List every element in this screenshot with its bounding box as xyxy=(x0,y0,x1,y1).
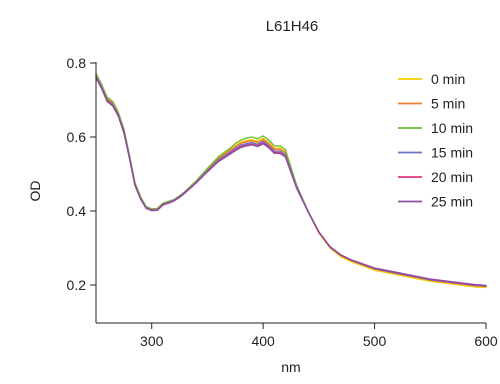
x-tick-label: 500 xyxy=(363,333,387,349)
series-line-0-min xyxy=(95,73,487,289)
y-axis-label: OD xyxy=(27,181,43,202)
y-tick-label: 0.6 xyxy=(67,129,87,145)
legend-label: 5 min xyxy=(431,96,465,112)
y-tick-label: 0.4 xyxy=(67,203,87,219)
legend-label: 0 min xyxy=(431,71,465,87)
x-tick-label: 400 xyxy=(251,333,275,349)
chart-title: L61H46 xyxy=(266,18,319,35)
legend: 0 min 5 min 10 min 15 min 20 min 25 min xyxy=(398,71,473,210)
x-axis-label: nm xyxy=(281,359,300,375)
y-ticks: 0.2 0.4 0.6 0.8 xyxy=(67,55,96,293)
legend-label: 20 min xyxy=(431,169,473,185)
series-line-10-min xyxy=(95,72,487,287)
legend-label: 10 min xyxy=(431,120,473,136)
legend-label: 15 min xyxy=(431,145,473,161)
y-tick-label: 0.8 xyxy=(67,55,87,71)
x-tick-label: 600 xyxy=(474,333,498,349)
series-line-25-min xyxy=(95,77,487,287)
x-tick-label: 300 xyxy=(140,333,164,349)
series-group xyxy=(95,72,487,289)
legend-label: 25 min xyxy=(431,194,473,210)
series-line-15-min xyxy=(95,75,487,287)
series-line-5-min xyxy=(95,74,487,288)
x-ticks: 300 400 500 600 xyxy=(140,323,498,349)
y-tick-label: 0.2 xyxy=(67,277,87,293)
series-line-20-min xyxy=(95,76,487,287)
